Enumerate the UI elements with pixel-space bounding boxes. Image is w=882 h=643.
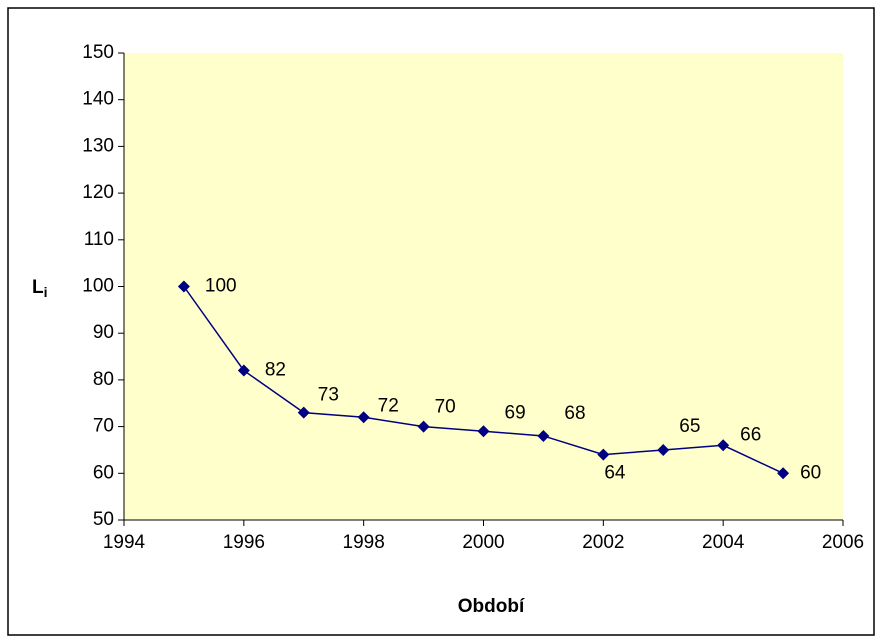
y-tick-label: 70 xyxy=(93,416,114,437)
data-label: 64 xyxy=(604,463,626,484)
y-tick-label: 90 xyxy=(93,322,114,343)
x-tick-label: 1994 xyxy=(103,532,146,553)
data-label: 65 xyxy=(679,416,700,437)
data-label: 70 xyxy=(435,397,456,418)
data-label: 69 xyxy=(505,402,526,423)
data-point xyxy=(357,411,370,424)
y-tick-label: 120 xyxy=(82,182,114,203)
data-point xyxy=(417,420,430,433)
y-tick-label: 50 xyxy=(93,509,114,530)
data-point xyxy=(657,443,670,456)
data-label: 66 xyxy=(740,424,761,445)
data-label: 72 xyxy=(378,395,399,416)
data-point xyxy=(297,406,310,419)
data-point xyxy=(477,425,490,438)
data-label: 73 xyxy=(318,385,339,406)
y-axis-title-subscript: i xyxy=(44,284,48,300)
x-tick-label: 2000 xyxy=(462,532,504,553)
data-point xyxy=(537,429,550,442)
data-label: 82 xyxy=(265,360,286,381)
data-label: 100 xyxy=(205,276,237,297)
y-axis-title-main: L xyxy=(32,277,44,298)
x-tick-label: 2002 xyxy=(582,532,624,553)
data-point xyxy=(777,467,790,480)
y-axis-title: Li xyxy=(32,277,48,300)
data-label: 68 xyxy=(564,403,585,424)
y-tick-label: 80 xyxy=(93,369,114,390)
data-point xyxy=(177,280,190,293)
y-tick-label: 150 xyxy=(82,42,114,63)
y-tick-label: 130 xyxy=(82,135,114,156)
data-point xyxy=(237,364,250,377)
x-tick-label: 2004 xyxy=(702,532,745,553)
x-tick-label: 2006 xyxy=(822,532,864,553)
x-tick-label: 1998 xyxy=(343,532,385,553)
x-axis-title: Období xyxy=(458,596,525,617)
x-tick-label: 1996 xyxy=(223,532,265,553)
y-tick-label: 100 xyxy=(82,276,114,297)
y-tick-label: 60 xyxy=(93,462,114,483)
y-tick-label: 140 xyxy=(82,89,114,110)
data-point xyxy=(717,439,730,452)
y-tick-label: 110 xyxy=(84,229,114,250)
data-label: 60 xyxy=(800,462,821,483)
data-point xyxy=(597,448,610,461)
